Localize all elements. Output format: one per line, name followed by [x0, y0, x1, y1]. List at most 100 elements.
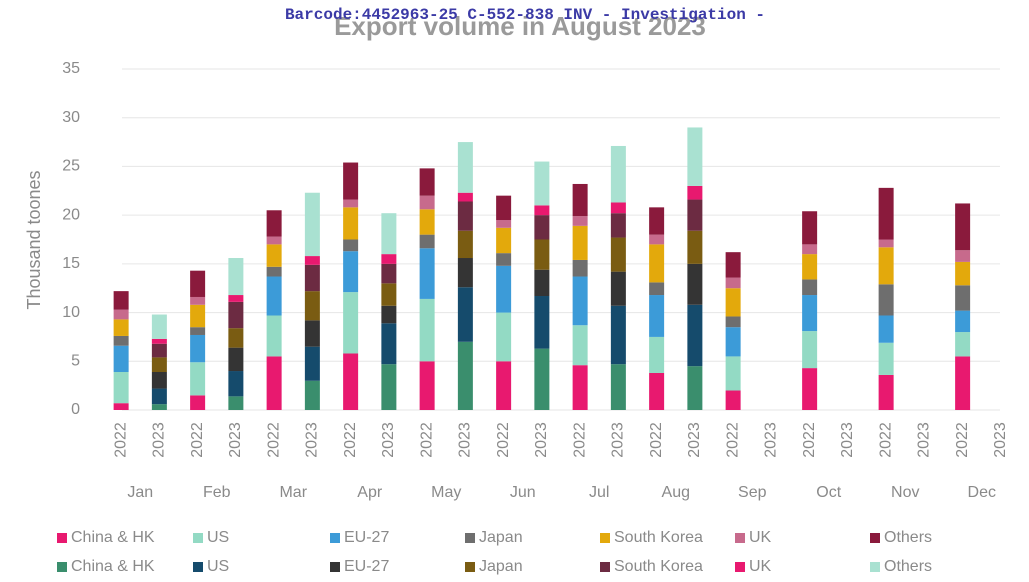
- bar-segment: [304, 291, 320, 321]
- bar-segment: [113, 345, 129, 373]
- bar-segment: [649, 207, 665, 235]
- y-tick-label: 5: [71, 353, 80, 370]
- bar-segment: [343, 251, 359, 293]
- bar-segment: [802, 368, 818, 410]
- bar-segment: [419, 361, 435, 410]
- legend-swatch: [57, 562, 67, 572]
- bar-segment: [457, 201, 473, 231]
- bar-segment: [878, 374, 894, 410]
- bar-segment: [343, 162, 359, 200]
- x-year-label: 2022: [189, 422, 206, 458]
- legend-swatch: [870, 562, 880, 572]
- bar-segment: [802, 331, 818, 369]
- bar-segment: [457, 341, 473, 410]
- legend-label: EU-27: [344, 529, 389, 546]
- bar-segment: [151, 338, 167, 344]
- bar-segment: [228, 295, 244, 302]
- bar-segment: [304, 346, 320, 381]
- legend-label: Japan: [479, 529, 523, 546]
- bar-segment: [151, 343, 167, 358]
- x-year-label: 2023: [763, 422, 780, 458]
- x-year-label: 2022: [342, 422, 359, 458]
- bar-segment: [955, 285, 971, 311]
- bar-segment: [534, 239, 550, 270]
- x-year-label: 2023: [304, 422, 321, 458]
- y-tick-label: 35: [62, 60, 80, 77]
- bar-segment: [381, 213, 397, 255]
- bar-segment: [228, 301, 244, 329]
- bar-segment: [687, 263, 703, 305]
- bar-segment: [343, 353, 359, 410]
- bar-segment: [266, 356, 282, 410]
- x-year-label: 2022: [877, 422, 894, 458]
- x-category-label: Nov: [891, 484, 919, 501]
- bar-segment: [190, 296, 206, 305]
- x-year-label: 2022: [571, 422, 588, 458]
- bar-segment: [610, 213, 626, 238]
- overlay-text: Barcode:4452963-25 C-552-838 INV - Inves…: [285, 6, 765, 24]
- legend-label: South Korea: [614, 558, 703, 575]
- x-category-label: Jul: [589, 484, 609, 501]
- bar-segment: [190, 395, 206, 410]
- bar-segment: [534, 161, 550, 206]
- x-year-label: 2022: [724, 422, 741, 458]
- bar-segment: [610, 145, 626, 203]
- legend-label: South Korea: [614, 529, 703, 546]
- bar-segment: [955, 250, 971, 262]
- bar-segment: [343, 207, 359, 240]
- bar-segment: [190, 362, 206, 396]
- x-year-label: 2022: [801, 422, 818, 458]
- bar-segment: [610, 305, 626, 365]
- legend-swatch: [870, 533, 880, 543]
- bar-segment: [610, 202, 626, 214]
- y-tick-label: 25: [62, 158, 80, 175]
- bar-segment: [190, 327, 206, 335]
- bar-segment: [649, 295, 665, 337]
- bar-segment: [228, 396, 244, 410]
- legend-swatch: [735, 533, 745, 543]
- bar-segment: [457, 192, 473, 202]
- bar-segment: [687, 199, 703, 231]
- bar-segment: [304, 264, 320, 292]
- bar-segment: [725, 252, 741, 278]
- bar-segment: [419, 195, 435, 210]
- x-category-label: Mar: [279, 484, 307, 501]
- x-year-label: 2023: [227, 422, 244, 458]
- legend-swatch: [193, 533, 203, 543]
- bar-segment: [955, 203, 971, 251]
- bar-segment: [496, 312, 512, 362]
- x-year-label: 2023: [151, 422, 168, 458]
- bar-segment: [534, 205, 550, 216]
- bar-segment: [649, 372, 665, 410]
- bar-segment: [687, 366, 703, 410]
- x-category-label: Aug: [662, 484, 690, 501]
- bar-segment: [151, 314, 167, 339]
- bar-segment: [151, 404, 167, 410]
- bar-segment: [534, 269, 550, 297]
- bar-segment: [419, 248, 435, 299]
- bar-segment: [113, 309, 129, 320]
- chart-title: Export volume in August 2023: [334, 11, 706, 41]
- bar-segment: [190, 270, 206, 297]
- bar-segment: [649, 282, 665, 296]
- bar-segment: [343, 199, 359, 208]
- legend-label: Japan: [479, 558, 523, 575]
- bar-segment: [878, 284, 894, 316]
- bar-segment: [228, 347, 244, 372]
- bar-segment: [419, 298, 435, 362]
- x-year-label: 2023: [839, 422, 856, 458]
- bar-segment: [534, 296, 550, 349]
- bar-segment: [802, 254, 818, 280]
- bar-segment: [266, 266, 282, 277]
- bar-segment: [496, 227, 512, 254]
- bar-segment: [572, 365, 588, 410]
- bar-segment: [572, 216, 588, 226]
- bar-segment: [802, 244, 818, 255]
- bar-segment: [113, 319, 129, 336]
- bar-segment: [610, 364, 626, 410]
- bar-segment: [496, 265, 512, 313]
- bar-segment: [687, 185, 703, 200]
- bar-segment: [649, 244, 665, 283]
- bar-segment: [457, 142, 473, 193]
